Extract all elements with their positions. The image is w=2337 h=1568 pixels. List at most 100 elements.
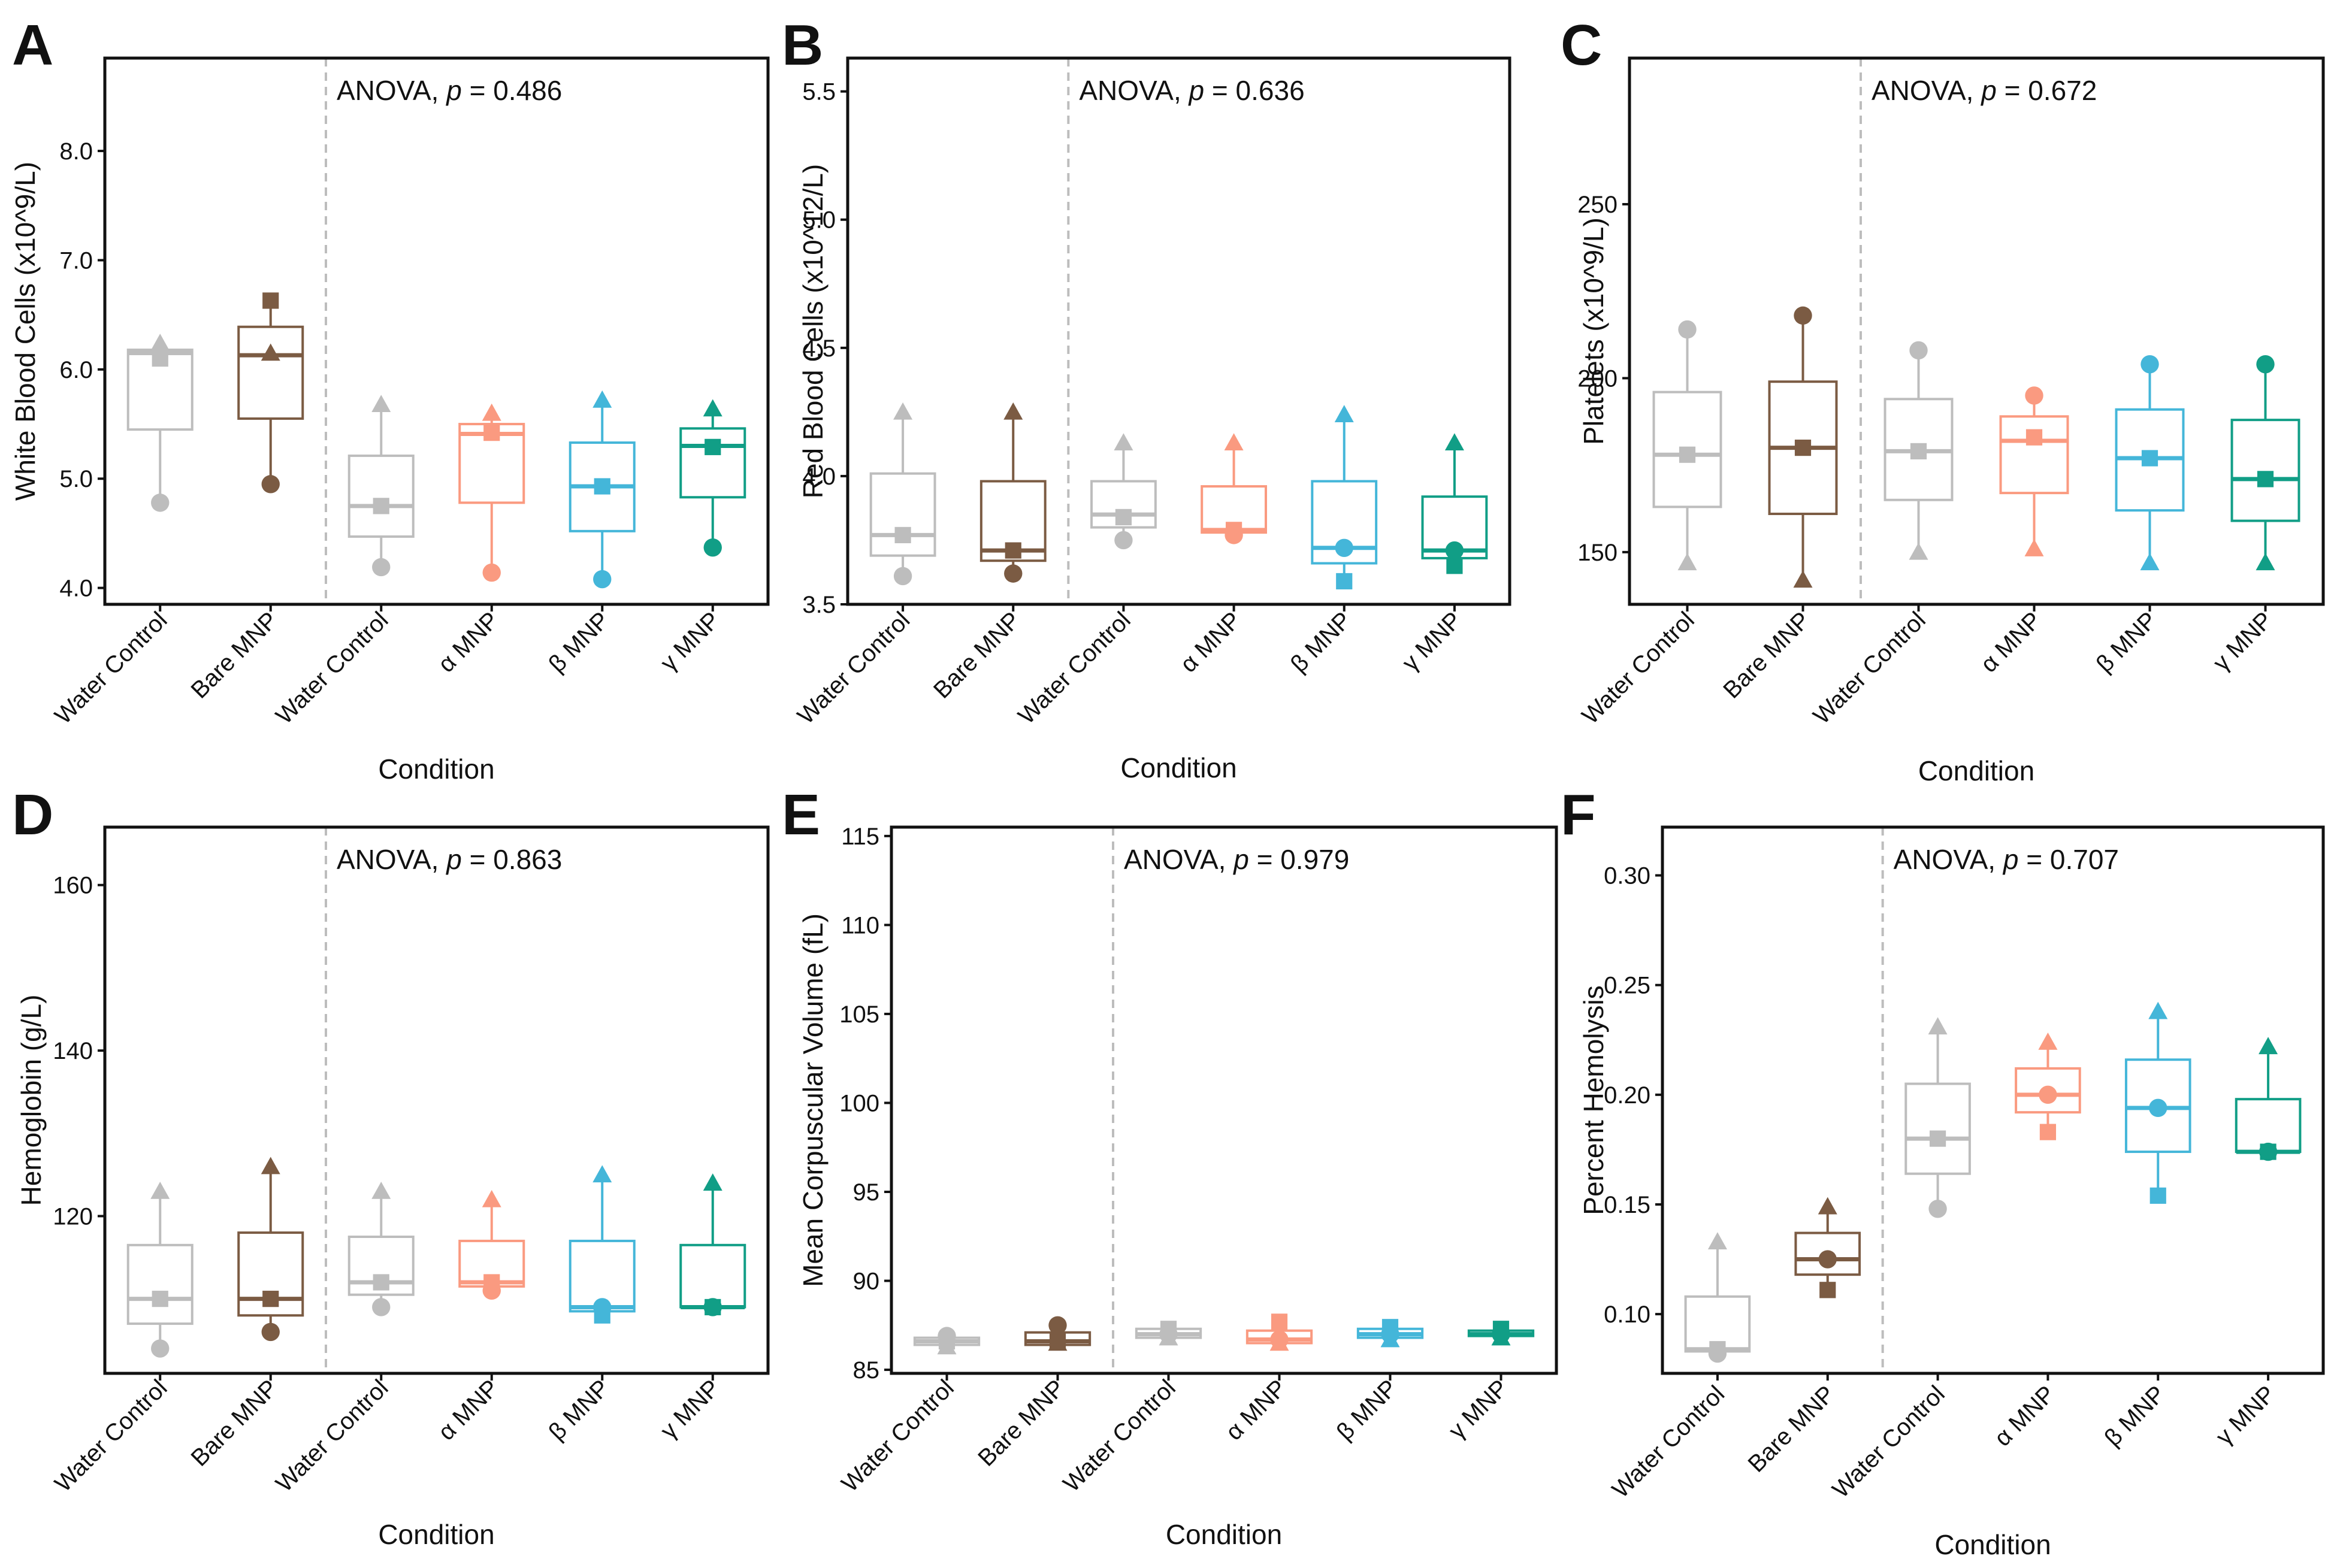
x-tick-label: γ MNP (2211, 1381, 2280, 1450)
plot-frame (103, 825, 770, 1375)
x-axis-title: Condition (1918, 755, 2034, 786)
box-3 (347, 1182, 415, 1316)
box-6 (2235, 1037, 2302, 1161)
box-3 (1135, 1321, 1202, 1346)
box-5 (569, 390, 636, 589)
anova-p-value: = 0.979 (1249, 844, 1350, 875)
x-tick-label: Water Control (1808, 607, 1931, 729)
box-body (869, 472, 936, 557)
box-1 (1652, 320, 1722, 571)
x-tick-label: α MNP (433, 1375, 504, 1445)
x-tick-label: Water Control (1013, 607, 1136, 729)
square-marker (2141, 450, 2158, 467)
x-tick-label: Water Control (1058, 1375, 1181, 1497)
box-5 (1356, 1319, 1424, 1348)
box-1 (126, 1182, 194, 1358)
box-body (679, 1243, 746, 1309)
box-1 (913, 1327, 981, 1355)
triangle-marker (1909, 542, 1928, 560)
plot-frame (890, 825, 1558, 1375)
anova-p-value: = 0.707 (2018, 844, 2119, 875)
circle-marker (261, 1322, 280, 1342)
anova-annotation: ANOVA, p = 0.672 (1872, 75, 2097, 106)
circle-marker (1335, 538, 1353, 558)
triangle-marker (261, 1157, 280, 1175)
circle-marker (1159, 1325, 1178, 1343)
box-body (1311, 480, 1378, 565)
circle-marker (372, 558, 391, 577)
triangle-marker (703, 1173, 722, 1191)
anova-p-symbol: p (1232, 844, 1249, 875)
square-marker (152, 350, 168, 367)
square-marker (894, 526, 911, 543)
x-tick-label: β MNP (544, 607, 615, 677)
box-5 (569, 1165, 636, 1324)
box-body (2015, 1067, 2081, 1114)
circle-marker (938, 1327, 956, 1345)
x-tick-label: γ MNP (655, 1375, 725, 1444)
box-4 (458, 1189, 525, 1300)
anova-annotation: ANOVA, p = 0.486 (337, 75, 562, 106)
panel-a: A 4.0 5.0 6.0 7.0 8.0 Water Control Bare MNPWat… (10, 13, 770, 785)
anova-p-symbol: p (445, 75, 462, 106)
box-5 (1311, 405, 1378, 590)
x-tick-label: β MNP (1286, 607, 1356, 677)
y-tick-label: 0.20 (1604, 1082, 1650, 1109)
square-marker (2149, 1187, 2166, 1204)
x-tick-label: Bare MNP (186, 1375, 283, 1472)
anova-p-symbol: p (2002, 844, 2019, 875)
circle-marker (1928, 1200, 1947, 1218)
box-2 (1794, 1197, 1861, 1298)
anova-annotation: ANOVA, p = 0.636 (1079, 75, 1304, 106)
circle-marker (2149, 1098, 2167, 1118)
triangle-marker (371, 395, 391, 413)
y-tick-label: 150 (1577, 540, 1618, 566)
x-axis-title: Condition (1934, 1529, 2051, 1560)
anova-p-symbol: p (1980, 75, 1997, 106)
x-tick-label: α MNP (1175, 607, 1246, 677)
y-tick-label: 85 (853, 1357, 880, 1384)
anova-annotation: ANOVA, p = 0.979 (1124, 844, 1349, 875)
circle-marker (703, 1298, 722, 1316)
y-axis-title: Percent Hemolysis (1578, 985, 1609, 1215)
x-axis-title: Condition (378, 753, 494, 785)
anova-annotation: ANOVA, p = 0.707 (1894, 844, 2119, 875)
x-tick-label: Water Control (50, 607, 173, 729)
box-6 (2230, 355, 2300, 571)
y-tick-label: 140 (53, 1038, 93, 1064)
square-marker (1910, 443, 1927, 460)
circle-marker (1445, 541, 1464, 560)
y-axis-title: Hemoglobin (g/L) (16, 995, 47, 1206)
x-tick-label: Bare MNP (186, 607, 283, 704)
triangle-marker (1003, 402, 1023, 420)
y-tick-label: 160 (53, 873, 93, 899)
panel-b: B 3.5 4.0 4.5 5.0 5.5 Water Control Bare MNPWat… (782, 13, 1511, 783)
triangle-marker (482, 1189, 501, 1207)
anova-p-value: = 0.672 (1997, 75, 2097, 106)
x-tick-label: Bare MNP (929, 607, 1026, 704)
triangle-marker (893, 402, 913, 420)
triangle-marker (1707, 1232, 1727, 1250)
y-axis-title: Platelets (x10^9/L) (1578, 217, 1609, 445)
square-marker (1446, 558, 1463, 574)
box-body (1999, 415, 2069, 495)
square-marker (2025, 429, 2043, 446)
square-marker (1049, 1333, 1066, 1350)
x-tick-label: Water Control (1607, 1381, 1730, 1503)
x-tick-label: α MNP (433, 607, 504, 677)
circle-marker (2256, 355, 2275, 374)
y-tick-label: 4.0 (802, 464, 836, 490)
triangle-marker (1444, 433, 1464, 451)
triangle-marker (371, 1182, 391, 1199)
x-tick-label: γ MNP (2208, 607, 2278, 676)
y-tick-label: 0.10 (1604, 1301, 1650, 1328)
square-marker (262, 292, 279, 309)
circle-marker (151, 1339, 170, 1358)
box-1 (869, 402, 936, 586)
square-marker (1819, 1282, 1836, 1298)
y-tick-label: 115 (841, 824, 879, 850)
x-tick-label: γ MNP (1444, 1375, 1513, 1444)
anova-prefix: ANOVA, (1124, 844, 1233, 875)
